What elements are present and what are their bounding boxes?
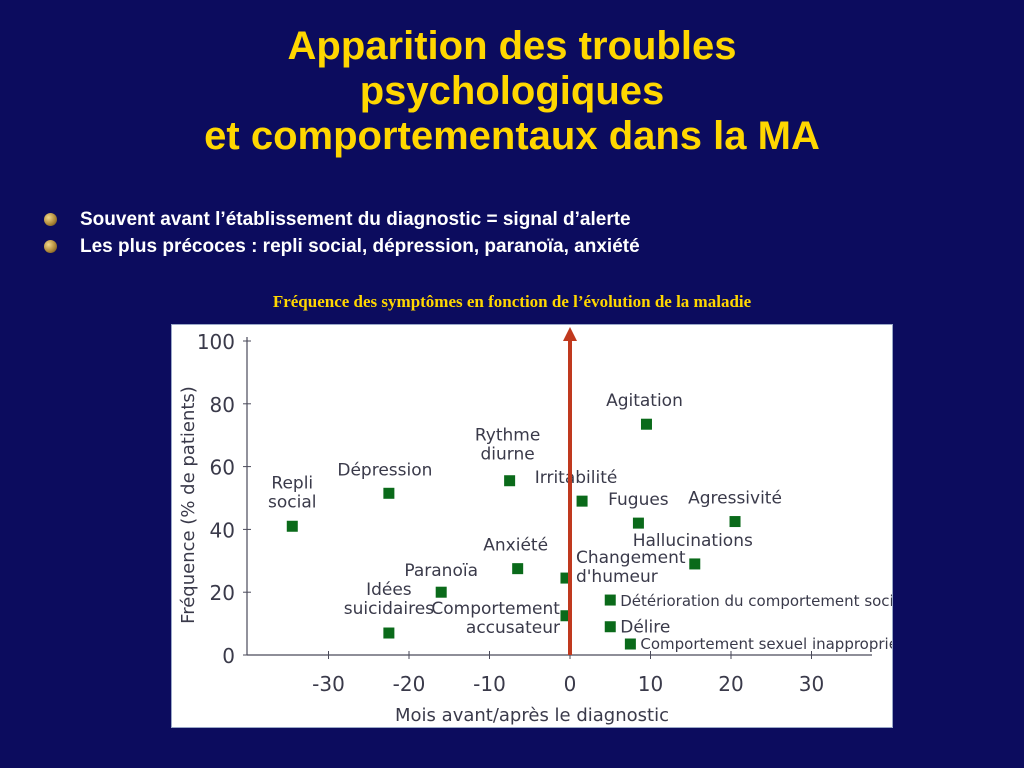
title-line-1: Apparition des troubles xyxy=(287,24,737,68)
data-point-label: Comportement sexuel inapproprié xyxy=(640,635,892,653)
bullet-icon xyxy=(44,240,57,253)
data-point-marker xyxy=(560,610,572,622)
data-point-marker xyxy=(504,475,516,487)
data-point-label: Anxiété xyxy=(483,536,548,556)
bullet-item: Les plus précoces : repli social, dépres… xyxy=(44,233,640,260)
data-point-label: Paranoïa xyxy=(404,561,478,581)
data-point-marker xyxy=(560,572,572,584)
bullet-text: Les plus précoces : repli social, dépres… xyxy=(80,236,640,257)
scatter-chart: 0 20 40 60 80 100 -30 -20 -10 0 10 20 30 Mois avant/… xyxy=(171,324,893,728)
data-point-marker xyxy=(435,586,447,598)
data-point-marker xyxy=(512,563,524,575)
x-tick-label: 30 xyxy=(799,672,824,696)
data-point-marker xyxy=(383,487,395,499)
x-tick-label: -30 xyxy=(312,672,345,696)
data-point-label: Fugues xyxy=(608,490,669,510)
y-tick-label: 100 xyxy=(197,330,235,354)
data-point-marker xyxy=(604,621,616,633)
data-point-marker xyxy=(729,516,741,528)
data-point-label: Détérioration du comportement social xyxy=(620,592,892,610)
data-point-marker xyxy=(383,627,395,639)
data-point-label: Irritabilité xyxy=(535,468,618,488)
slide-title: Apparition des troubles psychologiques e… xyxy=(0,24,1024,159)
data-point-label: Repli social xyxy=(268,473,316,512)
diagnostic-arrow-icon xyxy=(563,327,577,341)
chart-svg: 0 20 40 60 80 100 -30 -20 -10 0 10 20 30 Mois avant/… xyxy=(178,327,892,726)
data-point-label: Agitation xyxy=(606,391,683,411)
data-point-marker xyxy=(640,418,652,430)
y-tick-label: 40 xyxy=(210,518,235,542)
data-point-marker xyxy=(576,495,588,507)
y-tick-label: 0 xyxy=(222,644,235,668)
data-point-marker xyxy=(286,520,298,532)
x-axis-label: Mois avant/après le diagnostic xyxy=(395,705,669,726)
bullet-item: Souvent avant l’établissement du diagnos… xyxy=(44,206,640,233)
x-tick-label: -10 xyxy=(473,672,506,696)
y-tick-label: 20 xyxy=(210,581,235,605)
bullet-text: Souvent avant l’établissement du diagnos… xyxy=(80,209,631,230)
y-tick-label: 60 xyxy=(210,456,235,480)
x-tick-label: 0 xyxy=(564,672,577,696)
data-point-label: Idées suicidaires xyxy=(344,580,434,619)
data-point-label: Agressivité xyxy=(688,489,782,509)
title-line-2: psychologiques xyxy=(359,69,665,113)
x-tick-label: 20 xyxy=(718,672,743,696)
title-line-3: et comportementaux dans la MA xyxy=(204,114,820,158)
data-point-label: Changement d'humeur xyxy=(576,548,686,587)
data-point-label: Hallucinations xyxy=(633,531,753,551)
y-tick-label: 80 xyxy=(210,393,235,417)
data-point-label: Comportement accusateur xyxy=(431,599,560,638)
x-tick-label: -20 xyxy=(393,672,426,696)
data-point-label: Rythme diurne xyxy=(475,426,540,465)
bullet-list: Souvent avant l’établissement du diagnos… xyxy=(44,206,640,260)
data-point-label: Délire xyxy=(620,618,670,638)
figure-caption: Fréquence des symptômes en fonction de l… xyxy=(272,292,752,311)
data-point-marker xyxy=(604,594,616,606)
y-axis-label: Fréquence (% de patients) xyxy=(178,386,199,624)
x-tick-label: 10 xyxy=(638,672,663,696)
data-point-marker xyxy=(632,517,644,529)
data-point-label: Dépression xyxy=(337,460,432,480)
data-point-marker xyxy=(624,638,636,650)
bullet-icon xyxy=(44,213,57,226)
data-point-marker xyxy=(689,558,701,570)
